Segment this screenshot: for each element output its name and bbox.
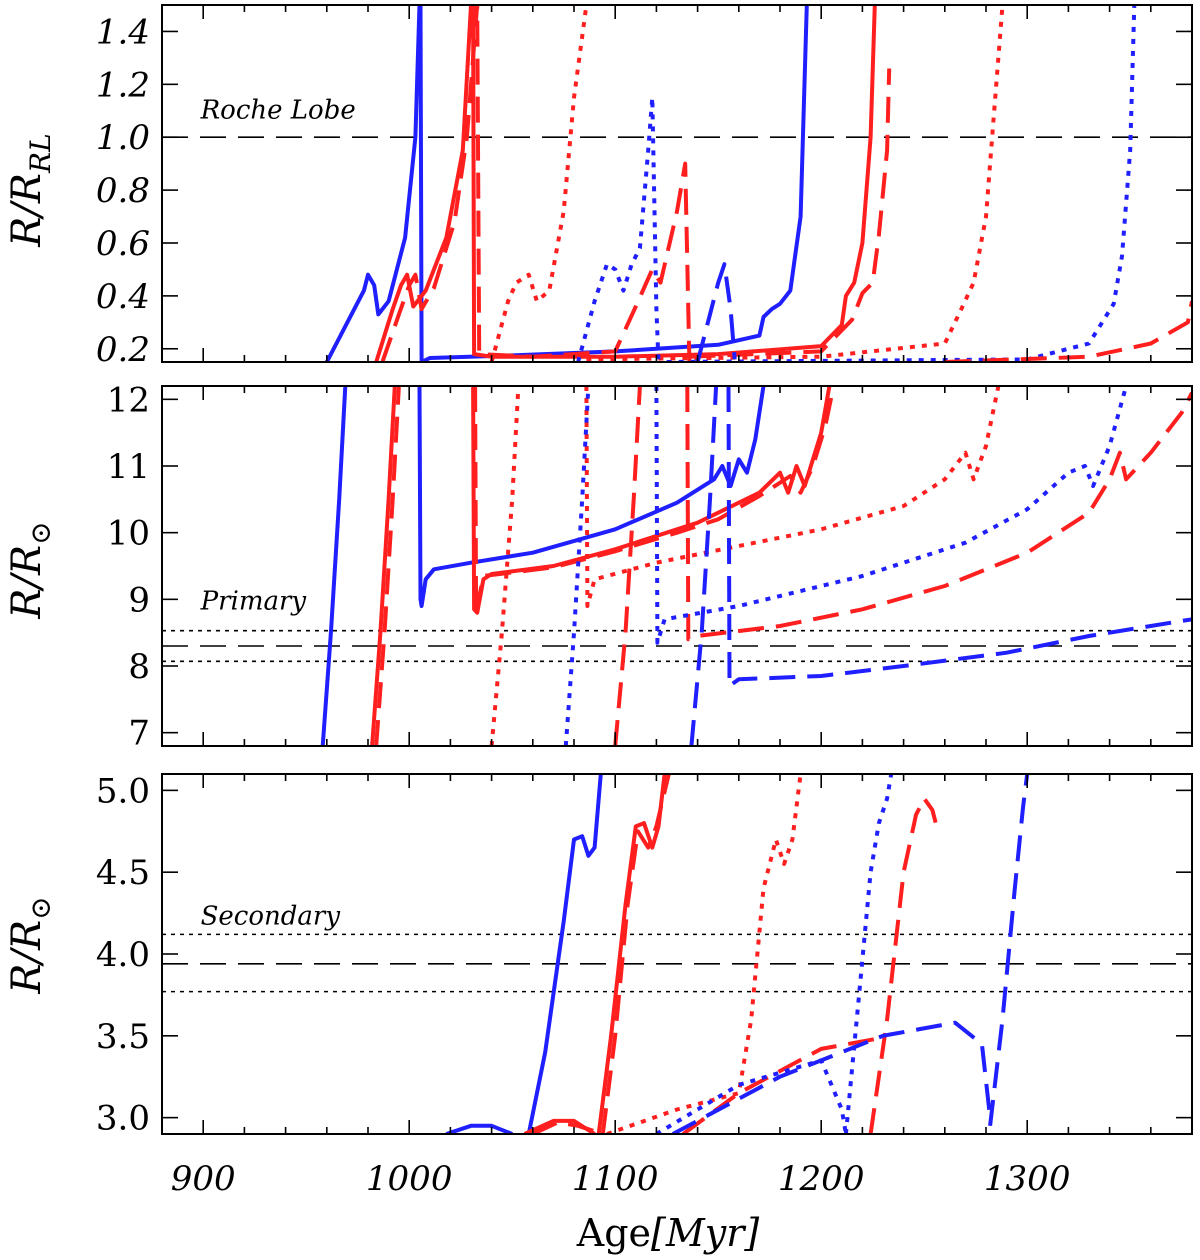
primary-panel: 7 8 9 10 11 12 Primary	[107, 380, 1193, 754]
primary-ytick-label: 10	[107, 514, 150, 554]
x-tick-label: 1100	[572, 1159, 659, 1199]
primary-series-3	[471, 386, 832, 615]
primary-series-9	[584, 386, 1001, 608]
primary-series-8	[489, 386, 521, 746]
primary-series-1	[417, 386, 766, 608]
primary-series-11	[654, 386, 1129, 645]
roche-ytick-label: 0.8	[96, 171, 150, 211]
roche-series-7	[666, 5, 1137, 362]
roche-ytick-label: 0.2	[96, 330, 150, 370]
plot-layer: 0.2 0.4 0.6 0.8 1.0 1.2 1.4 Roche Lobe 7 8 9 10 11 12…	[96, 4, 1193, 1199]
roche-series-4	[489, 5, 589, 362]
secondary-series-5	[600, 774, 671, 1134]
roche-series-8	[695, 262, 737, 362]
roche-series-3	[689, 68, 892, 359]
secondary-series-0	[445, 1123, 513, 1134]
primary-series-0	[320, 386, 348, 746]
primary-ytick-label: 9	[128, 580, 150, 620]
primary-ytick-label: 8	[128, 647, 150, 687]
primary-ytick-label: 11	[107, 447, 150, 487]
roche-series-2	[380, 5, 692, 362]
primary-series-6	[613, 386, 642, 746]
primary-annotation: Primary	[200, 586, 307, 616]
roche-panel: 0.2 0.4 0.6 0.8 1.0 1.2 1.4 Roche Lobe	[96, 4, 1193, 370]
primary-series-13	[726, 386, 1192, 688]
secondary-series-9	[655, 1058, 848, 1134]
roche-ytick-label: 1.4	[96, 12, 150, 52]
secondary-ytick-label: 4.0	[96, 935, 150, 975]
primary-frame	[161, 385, 1193, 747]
roche-panel-ylabel: R/RRL	[4, 133, 57, 247]
x-tick-label: 1000	[366, 1159, 453, 1199]
primary-panel-ylabel: R/R⊙	[4, 521, 57, 619]
primary-series-2	[370, 386, 397, 746]
secondary-ytick-label: 4.5	[96, 853, 150, 893]
secondary-ytick-label: 3.5	[96, 1017, 150, 1057]
secondary-series-12	[988, 774, 1030, 1127]
roche-ytick-label: 1.2	[96, 65, 150, 105]
roche-ytick-label: 0.4	[96, 277, 150, 317]
roche-ytick-label: 1.0	[96, 118, 150, 158]
secondary-series-6	[682, 1037, 876, 1134]
roche-series-9	[944, 300, 1192, 362]
secondary-series-10	[843, 774, 894, 1134]
primary-series-10	[563, 386, 591, 746]
secondary-series-11	[671, 1020, 993, 1134]
secondary-panel-ylabel: R/R⊙	[4, 896, 57, 994]
x-axis-label: Age[Myr]	[576, 1211, 760, 1255]
secondary-panel: 3.0 3.5 4.0 4.5 5.0 Secondary 900 1000 1100 1200 1…	[96, 771, 1193, 1199]
primary-series-12	[689, 386, 719, 746]
roche-frame	[161, 4, 1193, 363]
primary-series-5	[473, 386, 836, 615]
x-tick-label: 1300	[984, 1159, 1071, 1199]
secondary-series-4	[531, 1120, 604, 1134]
secondary-frame	[161, 773, 1193, 1135]
primary-series-7	[685, 386, 1192, 642]
secondary-ytick-label: 5.0	[96, 771, 150, 811]
primary-ytick-label: 7	[128, 714, 150, 754]
primary-series-4	[374, 386, 401, 746]
roche-series-0	[325, 5, 809, 362]
x-tick-label: 900	[171, 1159, 236, 1199]
primary-ytick-label: 12	[107, 380, 150, 420]
secondary-ytick-label: 3.0	[96, 1099, 150, 1139]
secondary-series-1	[526, 774, 603, 1134]
secondary-series-7	[868, 796, 939, 1134]
secondary-annotation: Secondary	[201, 902, 341, 932]
roche-series-5	[586, 5, 1005, 362]
roche-annotation: Roche Lobe	[200, 96, 356, 126]
x-tick-label: 1200	[778, 1159, 865, 1199]
secondary-series-3	[596, 774, 667, 1134]
roche-ytick-label: 0.6	[96, 224, 150, 264]
